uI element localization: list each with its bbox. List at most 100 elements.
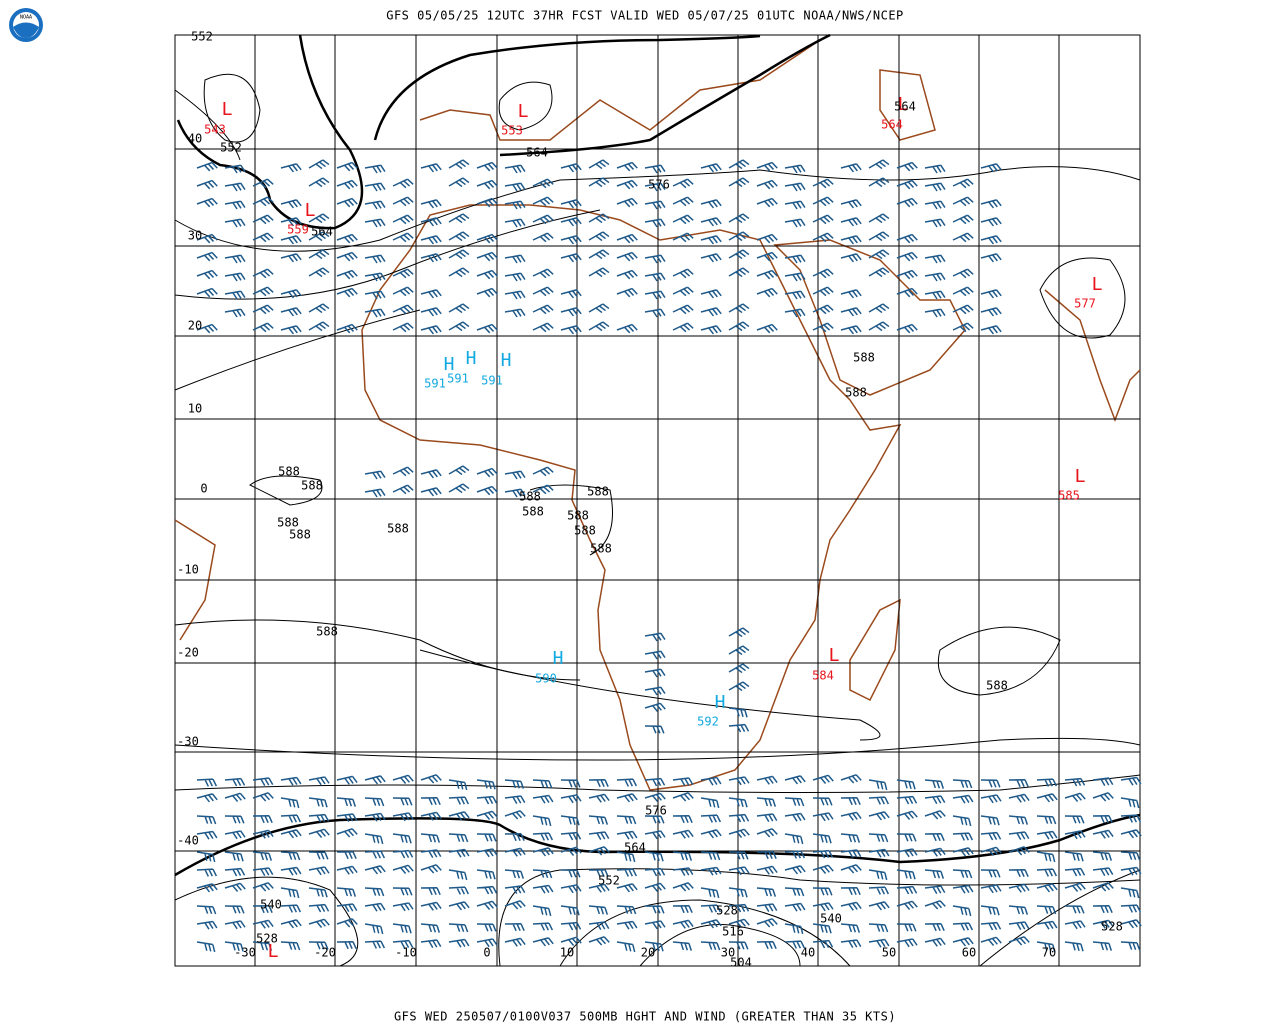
wind-barb — [672, 882, 694, 892]
wind-barb — [812, 178, 834, 189]
wind-barb — [616, 197, 638, 208]
wind-barb — [392, 864, 414, 874]
wind-barb — [700, 829, 722, 839]
wind-barb — [1064, 851, 1084, 862]
wind-barb — [336, 865, 358, 875]
wind-barb — [980, 921, 1002, 931]
wind-barb — [672, 304, 694, 315]
wind-barb — [224, 200, 246, 210]
wind-barb — [476, 900, 498, 910]
wind-barb — [252, 304, 274, 315]
wind-barb — [280, 325, 302, 335]
wind-barb — [504, 900, 526, 910]
wind-barb — [1008, 778, 1029, 788]
wind-barb — [532, 196, 554, 207]
wind-barb — [196, 815, 217, 825]
wind-barb — [252, 286, 274, 297]
wind-barb — [1008, 831, 1030, 840]
contour-label: 588 — [587, 485, 609, 499]
wind-barb — [644, 200, 666, 210]
wind-barb — [392, 774, 414, 784]
wind-barb — [812, 322, 834, 333]
wind-barb — [1064, 777, 1086, 787]
wind-barb — [196, 287, 218, 298]
wind-barb — [1120, 904, 1142, 913]
wind-barb — [224, 830, 246, 840]
wind-barb — [784, 797, 805, 807]
wind-barb — [224, 815, 245, 824]
contour-label: 576 — [645, 804, 667, 818]
contour-label: 564 — [311, 225, 333, 239]
wind-barb — [336, 323, 358, 334]
contour-label: 552 — [220, 141, 242, 155]
wind-barb — [756, 233, 778, 244]
wind-barb — [280, 814, 302, 823]
wind-barb — [504, 922, 525, 932]
wind-barb — [840, 796, 861, 806]
wind-barb — [588, 213, 610, 224]
wind-barb — [728, 918, 750, 928]
wind-barb — [672, 178, 694, 189]
wind-barb — [476, 485, 498, 496]
wind-barb — [196, 778, 218, 787]
wind-barb — [868, 848, 890, 858]
wind-barb — [896, 251, 918, 262]
wind-barb — [1064, 882, 1086, 892]
wind-barb — [588, 793, 610, 803]
wind-barb — [1120, 887, 1140, 899]
wind-barb — [224, 182, 246, 192]
wind-barb — [560, 235, 582, 245]
wind-barb — [336, 813, 358, 822]
wind-barb — [644, 290, 666, 300]
wind-barb — [924, 885, 946, 894]
wind-barb — [476, 885, 498, 895]
wind-barb — [308, 797, 328, 808]
wind-barb — [476, 323, 498, 334]
wind-barb — [1036, 883, 1058, 893]
wind-barb — [252, 322, 274, 333]
contour-label: 588 — [522, 505, 544, 519]
wind-barb — [644, 830, 666, 840]
wind-barb — [476, 848, 498, 858]
wind-barb — [924, 900, 946, 910]
high-letter: H — [553, 648, 564, 669]
high-value: 591 — [424, 377, 446, 391]
wind-barb — [952, 794, 974, 804]
wind-barb — [1092, 867, 1114, 876]
wind-barb — [504, 254, 526, 264]
wind-barb — [812, 268, 834, 279]
wind-barb — [280, 163, 302, 173]
wind-barb — [700, 814, 722, 823]
wind-barb — [448, 811, 470, 821]
wind-barb — [308, 776, 330, 786]
wind-barb — [308, 267, 330, 278]
wind-barb — [476, 197, 498, 208]
wind-barb — [224, 254, 246, 264]
wind-barb — [504, 937, 526, 947]
wind-barb — [1092, 777, 1114, 786]
wind-barb — [448, 159, 470, 170]
wind-barb — [308, 903, 330, 913]
wind-barb — [560, 936, 582, 946]
wind-barb — [728, 903, 750, 913]
wind-barb — [812, 232, 834, 243]
wind-barb — [252, 777, 274, 786]
wind-barb — [224, 272, 246, 282]
wind-barb — [448, 303, 470, 314]
wind-barb — [392, 304, 414, 315]
wind-barb — [952, 937, 974, 947]
wind-barb — [308, 213, 330, 224]
wind-barb — [280, 797, 300, 809]
wind-barb — [280, 941, 301, 951]
wind-barb — [224, 882, 246, 892]
wind-barb — [532, 937, 554, 947]
wind-barb — [728, 249, 750, 260]
wind-barb — [980, 235, 1002, 245]
wind-barb — [196, 941, 216, 953]
wind-barb — [252, 867, 274, 876]
wind-barb — [756, 775, 778, 785]
wind-barb — [448, 886, 470, 895]
wind-barb — [392, 484, 414, 495]
contour-label: 528 — [1101, 920, 1123, 934]
wind-barb — [392, 833, 412, 844]
